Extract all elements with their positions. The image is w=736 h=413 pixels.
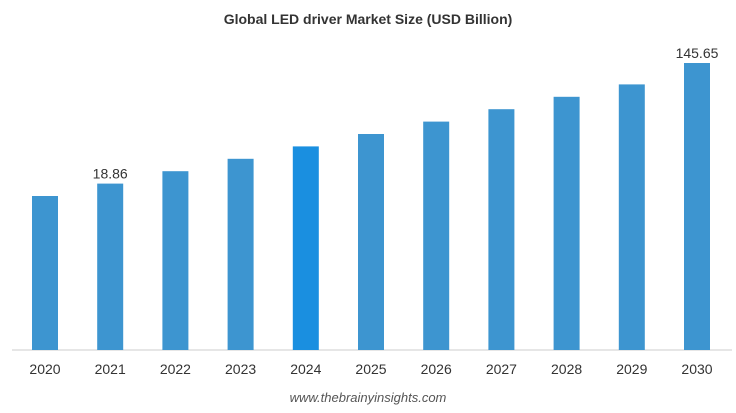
x-tick-label-2023: 2023 — [225, 361, 256, 377]
bar-2023 — [227, 158, 254, 350]
bar-2021 — [97, 183, 124, 350]
data-label-2021: 18.86 — [93, 166, 128, 182]
x-tick-label-2029: 2029 — [616, 361, 647, 377]
data-label-2030: 145.65 — [676, 45, 719, 61]
x-tick-label-2020: 2020 — [29, 361, 60, 377]
x-tick-label-2024: 2024 — [290, 361, 321, 377]
x-tick-label-2030: 2030 — [681, 361, 712, 377]
bar-2026 — [423, 121, 450, 350]
x-tick-label-2027: 2027 — [486, 361, 517, 377]
bar-2030 — [684, 63, 710, 350]
bar-2024 — [292, 146, 319, 350]
bar-2020 — [32, 196, 58, 350]
x-tick-label-2026: 2026 — [421, 361, 452, 377]
bar-2028 — [553, 96, 580, 350]
chart-title: Global LED driver Market Size (USD Billi… — [223, 11, 513, 27]
bar-2029 — [618, 84, 645, 351]
x-tick-label-2021: 2021 — [95, 361, 126, 377]
source-watermark: www.thebrainyinsights.com — [289, 390, 447, 405]
bar-2022 — [162, 171, 189, 350]
x-tick-label-2028: 2028 — [551, 361, 582, 377]
bar-2027 — [488, 109, 515, 350]
x-tick-label-2022: 2022 — [160, 361, 191, 377]
x-tick-label-2025: 2025 — [355, 361, 386, 377]
bar-2025 — [358, 134, 384, 350]
